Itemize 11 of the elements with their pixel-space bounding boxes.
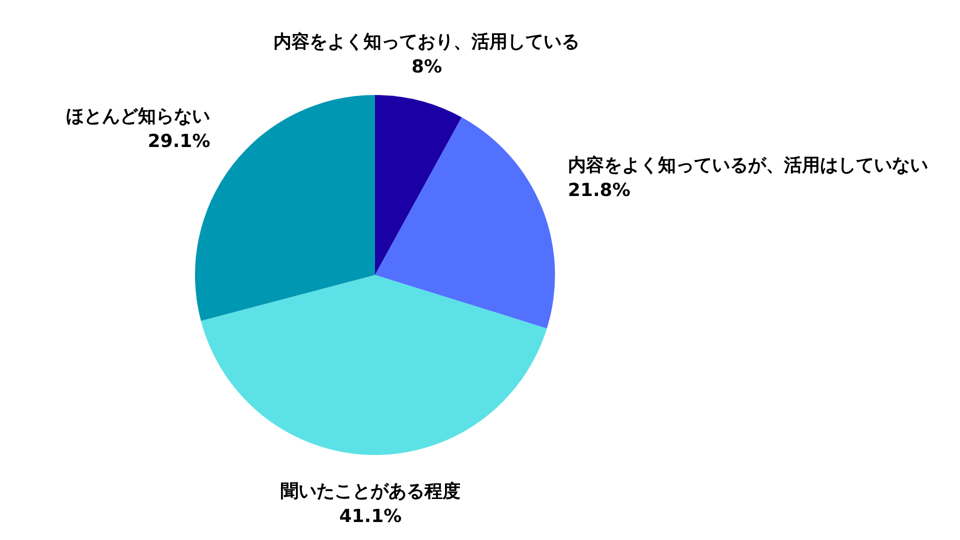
pie-slice bbox=[375, 117, 555, 328]
data-label: 8% bbox=[411, 56, 442, 78]
data-label: 41.1% bbox=[339, 506, 402, 527]
slice-label: 内容をよく知っており、活用している bbox=[274, 32, 580, 53]
data-label: 29.1% bbox=[148, 131, 210, 152]
slice-label: 内容をよく知っているが、活用はしていない bbox=[568, 155, 928, 176]
data-label: 21.8% bbox=[568, 180, 630, 202]
pie-slice bbox=[375, 95, 462, 275]
slice-label: 聞いたことがある程度 bbox=[280, 480, 460, 502]
slice-label: ほとんど知らない bbox=[66, 106, 210, 128]
pie-slice bbox=[200, 275, 547, 455]
